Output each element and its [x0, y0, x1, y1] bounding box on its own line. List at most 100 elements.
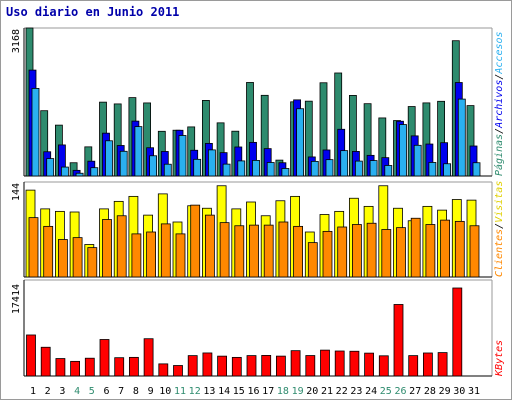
top-bar-accesos-day-16 [252, 159, 260, 177]
x-tick-label-day-16: 16 [247, 386, 259, 397]
middle-bar-clientes-day-29 [440, 219, 451, 278]
bottom-bar-kbytes-day-1 [26, 334, 36, 377]
middle-bar-clientes-day-27 [410, 217, 421, 278]
top-bar-accesos-day-3 [61, 166, 69, 177]
top-bar-accesos-day-13 [207, 149, 216, 177]
top-bar-accesos-day-9 [149, 155, 158, 177]
bottom-bar-kbytes-day-2 [40, 346, 51, 377]
x-tick-label-day-14: 14 [218, 386, 230, 397]
middle-bar-clientes-day-18 [278, 221, 289, 278]
x-tick-label-day-13: 13 [203, 386, 215, 397]
x-tick-label-day-24: 24 [365, 386, 377, 397]
top-bar-accesos-day-20 [310, 160, 319, 177]
middle-bar-clientes-day-25 [381, 229, 392, 278]
middle-panel-legend-label: Clientes/Visitas [494, 181, 505, 277]
top-bar-accesos-day-19 [296, 108, 305, 177]
x-tick-label-day-30: 30 [453, 386, 465, 397]
middle-bar-clientes-day-7 [116, 215, 127, 278]
x-tick-label-day-21: 21 [321, 386, 333, 397]
bottom-bar-kbytes-day-30 [452, 287, 463, 377]
top-panel-bg [24, 28, 492, 176]
top-panel-legend-label: Páginas/Archivos/Accesos [493, 31, 505, 176]
x-tick-label-day-1: 1 [30, 386, 36, 397]
bottom-bar-kbytes-day-7 [114, 357, 125, 377]
x-tick-label-day-19: 19 [292, 386, 304, 397]
top-bar-accesos-day-2 [46, 158, 55, 177]
middle-bar-clientes-day-6 [102, 219, 112, 278]
x-tick-label-day-25: 25 [380, 386, 392, 397]
middle-bar-clientes-day-30 [454, 220, 465, 278]
x-tick-label-day-4: 4 [74, 386, 80, 397]
middle-bar-clientes-day-16 [249, 224, 259, 278]
x-tick-label-day-9: 9 [148, 386, 154, 397]
x-tick-label-day-27: 27 [409, 386, 421, 397]
middle-bar-clientes-day-1 [28, 217, 39, 278]
x-tick-label-day-23: 23 [350, 386, 362, 397]
middle-panel-legend-label-part-2: Visitas [494, 181, 505, 223]
middle-bar-clientes-day-23 [351, 224, 362, 278]
x-tick-label-day-3: 3 [59, 386, 65, 397]
top-bar-accesos-day-4 [75, 172, 84, 177]
x-tick-label-day-26: 26 [394, 386, 406, 397]
bottom-bar-kbytes-day-11 [173, 365, 183, 377]
x-tick-label-day-7: 7 [118, 386, 124, 397]
middle-bar-clientes-day-17 [263, 224, 274, 278]
x-tick-label-day-2: 2 [45, 386, 51, 397]
middle-panel-legend-label-part-0: Clientes [494, 229, 505, 277]
top-bar-accesos-day-7 [119, 150, 128, 177]
top-bar-accesos-day-30 [457, 98, 466, 177]
bottom-bar-kbytes-day-16 [246, 355, 257, 377]
x-tick-label-day-18: 18 [277, 386, 289, 397]
middle-bar-clientes-day-19 [293, 225, 304, 278]
bottom-bar-kbytes-day-12 [187, 355, 198, 377]
bottom-panel-legend-label-part-0: KBytes [494, 340, 505, 377]
bottom-panel-legend-label: KBytes [494, 340, 505, 377]
bottom-bar-kbytes-day-23 [349, 350, 360, 377]
top-bar-accesos-day-11 [178, 135, 187, 177]
x-tick-label-day-31: 31 [468, 386, 480, 397]
bottom-bar-kbytes-day-21 [320, 349, 330, 377]
top-panel-legend-label-part-4: Accesos [494, 31, 505, 74]
middle-bar-clientes-day-2 [43, 225, 54, 278]
bottom-bar-kbytes-day-26 [393, 304, 404, 377]
top-bar-accesos-day-28 [428, 162, 437, 177]
middle-bar-clientes-day-31 [469, 225, 480, 278]
bottom-bar-kbytes-day-18 [275, 355, 286, 377]
bottom-bar-kbytes-day-22 [334, 350, 345, 377]
x-tick-label-day-12: 12 [189, 386, 201, 397]
bottom-bar-kbytes-day-5 [84, 357, 95, 377]
bottom-bar-kbytes-day-27 [408, 355, 419, 377]
middle-bar-clientes-day-9 [146, 231, 157, 278]
middle-bar-clientes-day-26 [396, 227, 406, 278]
middle-bar-clientes-day-28 [425, 224, 436, 278]
top-panel-ymax-label: 3168 [11, 29, 22, 53]
top-bar-accesos-day-25 [384, 165, 393, 177]
middle-bar-clientes-day-11 [175, 233, 186, 278]
bottom-panel-ymax-label: 17414 [11, 284, 22, 314]
top-bar-accesos-day-23 [354, 160, 363, 177]
top-bar-accesos-day-10 [163, 163, 172, 177]
middle-bar-clientes-day-5 [87, 247, 98, 278]
bottom-bar-kbytes-day-14 [217, 355, 228, 377]
bottom-bar-kbytes-day-17 [261, 355, 272, 377]
top-bar-accesos-day-21 [325, 159, 334, 177]
top-bar-accesos-day-31 [472, 162, 481, 177]
top-bar-accesos-day-26 [399, 124, 407, 177]
x-tick-label-day-15: 15 [233, 386, 245, 397]
top-bar-accesos-day-12 [193, 158, 202, 177]
bottom-bar-kbytes-day-29 [437, 352, 448, 377]
x-tick-label-day-10: 10 [159, 386, 171, 397]
bottom-bar-kbytes-day-8 [128, 356, 139, 377]
x-tick-label-day-28: 28 [424, 386, 436, 397]
top-bar-accesos-day-24 [369, 160, 378, 177]
top-bar-accesos-day-14 [222, 163, 231, 177]
bottom-bar-kbytes-day-25 [378, 355, 389, 377]
middle-bar-clientes-day-4 [72, 237, 83, 278]
middle-bar-clientes-day-10 [160, 223, 171, 278]
page-title: Uso diario en Junio 2011 [6, 5, 180, 19]
top-panel-legend-label-part-0: Páginas [493, 134, 505, 176]
top-bar-accesos-day-29 [443, 163, 452, 177]
x-tick-label-day-29: 29 [439, 386, 451, 397]
bottom-bar-kbytes-day-28 [422, 352, 433, 377]
